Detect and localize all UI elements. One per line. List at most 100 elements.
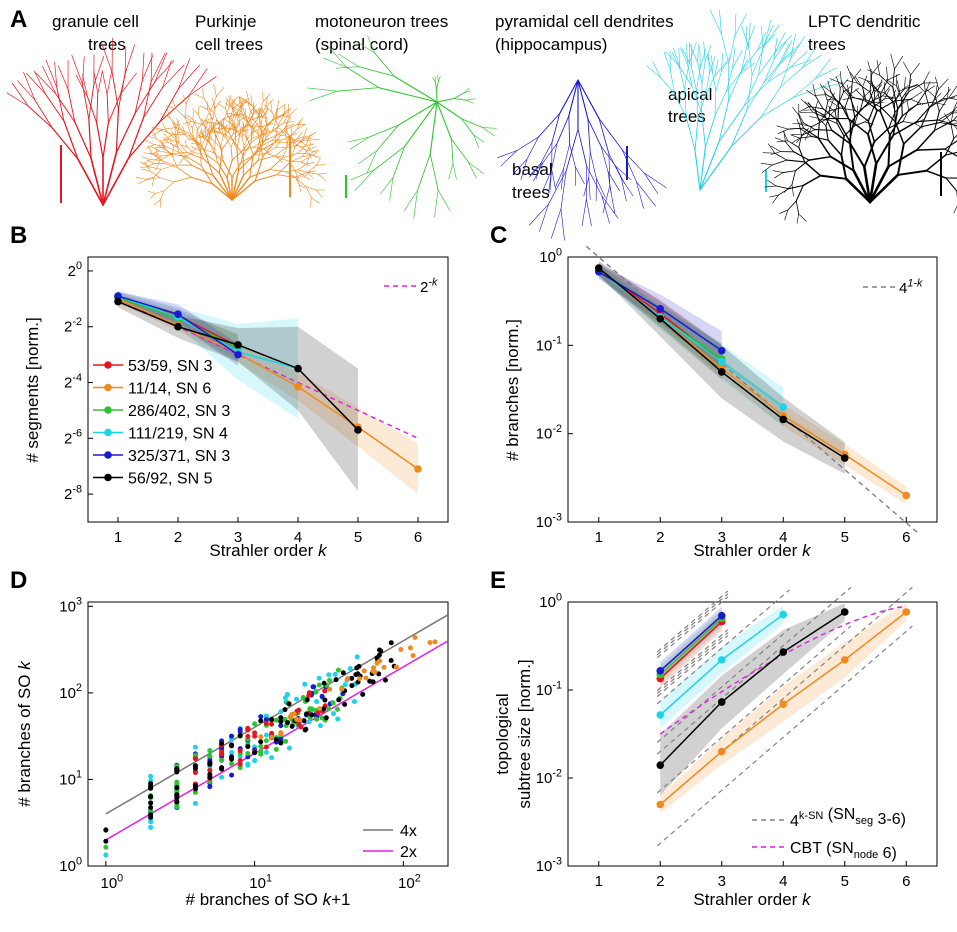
basal-tree-icon bbox=[588, 151, 591, 178]
data-point-apical bbox=[717, 358, 726, 366]
lptc-tree-icon bbox=[935, 96, 940, 112]
purkinje-tree-icon bbox=[251, 134, 261, 140]
apical-tree-icon bbox=[743, 81, 768, 107]
lptc-tree-icon bbox=[839, 87, 841, 103]
scatter-point-apical bbox=[351, 698, 357, 704]
scatter-point-moto bbox=[307, 706, 313, 712]
purkinje-tree-icon bbox=[300, 141, 310, 149]
apical-tree-icon bbox=[697, 62, 703, 85]
purkinje-tree-icon bbox=[234, 142, 244, 157]
purkinje-tree-icon bbox=[250, 110, 254, 121]
granule-tree-icon bbox=[96, 93, 99, 124]
motoneuron-tree-icon bbox=[482, 127, 497, 129]
granule-tree-icon bbox=[11, 83, 29, 107]
scatter-point-lptc bbox=[354, 665, 360, 671]
motoneuron-tree-icon bbox=[448, 163, 454, 180]
basal-tree-icon bbox=[608, 153, 611, 186]
legend-label-lptc: 56/92, SN 5 bbox=[128, 471, 213, 488]
apical-tree-icon bbox=[696, 90, 699, 119]
motoneuron-tree-icon bbox=[335, 66, 359, 69]
data-point-lptc bbox=[656, 761, 665, 769]
legend-label-basal: 325/371, SN 3 bbox=[128, 448, 230, 465]
lptc-tree-icon bbox=[819, 83, 827, 96]
lptc-tree-icon bbox=[839, 79, 849, 89]
data-point-purkinje bbox=[717, 747, 726, 756]
scatter-point-apical bbox=[263, 732, 269, 738]
basal-tree-icon bbox=[542, 169, 552, 192]
y-tick-label: 10-2 bbox=[536, 423, 562, 443]
apical-tree-icon bbox=[699, 48, 707, 68]
granule-tree-icon bbox=[150, 52, 153, 83]
granule-tree-icon bbox=[16, 80, 36, 101]
purkinje-tree-icon bbox=[208, 131, 217, 133]
x-tick-label: 2 bbox=[174, 529, 182, 546]
lptc-tree-icon bbox=[923, 80, 926, 93]
lptc-tree-icon bbox=[867, 110, 878, 135]
purkinje-tree-icon bbox=[236, 114, 239, 123]
lptc-tree-icon bbox=[771, 159, 788, 166]
lptc-tree-icon bbox=[796, 118, 801, 129]
scatter-point-moto bbox=[300, 695, 306, 701]
apical-tree-icon bbox=[660, 77, 675, 94]
guide-line-basal bbox=[656, 590, 729, 653]
scatter-point-apical bbox=[269, 755, 275, 761]
scatter-point-granule bbox=[245, 733, 251, 739]
apical-tree-icon bbox=[763, 19, 772, 47]
granule-tree-icon bbox=[188, 68, 208, 97]
basal-tree-icon bbox=[556, 115, 570, 144]
granule-tree-icon bbox=[23, 71, 36, 101]
motoneuron-tree-icon bbox=[451, 138, 469, 163]
motoneuron-tree-icon bbox=[413, 190, 418, 219]
apical-tree-icon bbox=[699, 46, 701, 68]
scatter-point-lptc bbox=[377, 647, 383, 653]
basal-tree-icon bbox=[555, 168, 564, 187]
purkinje-tree-icon bbox=[153, 152, 162, 157]
purkinje-tree-icon bbox=[200, 164, 213, 185]
basal-tree-icon bbox=[500, 150, 518, 167]
scatter-point-lptc bbox=[353, 672, 359, 678]
lptc-tree-icon bbox=[903, 62, 911, 76]
purkinje-tree-icon bbox=[235, 122, 240, 130]
purkinje-tree-icon bbox=[242, 141, 252, 157]
lptc-tree-icon bbox=[870, 81, 882, 95]
purkinje-tree-icon bbox=[220, 146, 224, 163]
motoneuron-tree-icon bbox=[434, 189, 439, 218]
x-tick-label: 5 bbox=[354, 529, 362, 546]
basal-tree-icon bbox=[516, 136, 539, 151]
apical-tree-icon bbox=[684, 88, 687, 119]
y-tick-label: 2-8 bbox=[64, 483, 82, 503]
purkinje-tree-icon bbox=[191, 119, 196, 129]
purkinje-tree-icon bbox=[149, 166, 162, 170]
lptc-tree-icon bbox=[835, 76, 841, 89]
purkinje-tree-icon bbox=[186, 146, 195, 153]
lptc-tree-icon bbox=[812, 111, 829, 119]
lptc-tree-icon bbox=[798, 114, 804, 129]
scatter-point-lptc bbox=[382, 677, 388, 683]
granule-tree-icon bbox=[117, 73, 126, 110]
purkinje-tree-icon bbox=[305, 156, 310, 165]
purkinje-tree-icon bbox=[166, 108, 171, 119]
purkinje-tree-icon bbox=[200, 148, 202, 166]
basal-tree-icon bbox=[600, 145, 609, 172]
scatter-point-lptc bbox=[336, 697, 342, 703]
basal-label-1: basal bbox=[512, 160, 553, 179]
granule-tree-icon bbox=[162, 64, 185, 88]
purkinje-tree-icon bbox=[238, 95, 241, 107]
motoneuron-tree-icon bbox=[465, 99, 474, 104]
scatter-point-moto bbox=[258, 743, 264, 749]
purkinje-tree-icon bbox=[221, 125, 224, 137]
purkinje-tree-icon bbox=[207, 109, 213, 120]
lptc-tree-icon bbox=[817, 137, 832, 158]
purkinje-tree-icon bbox=[137, 179, 148, 185]
lptc-tree-icon bbox=[777, 128, 789, 134]
scatter-point-lptc bbox=[301, 718, 307, 724]
apical-tree-icon bbox=[763, 58, 775, 83]
purkinje-tree-icon bbox=[185, 94, 191, 105]
motoneuron-tree-icon bbox=[348, 136, 370, 143]
purkinje-tree-icon bbox=[186, 151, 205, 160]
purkinje-tree-icon bbox=[151, 153, 162, 161]
motoneuron-tree-icon bbox=[392, 146, 406, 179]
apical-tree-icon bbox=[792, 87, 822, 98]
purkinje-tree-icon bbox=[191, 142, 199, 145]
purkinje-tree-icon bbox=[249, 154, 254, 178]
